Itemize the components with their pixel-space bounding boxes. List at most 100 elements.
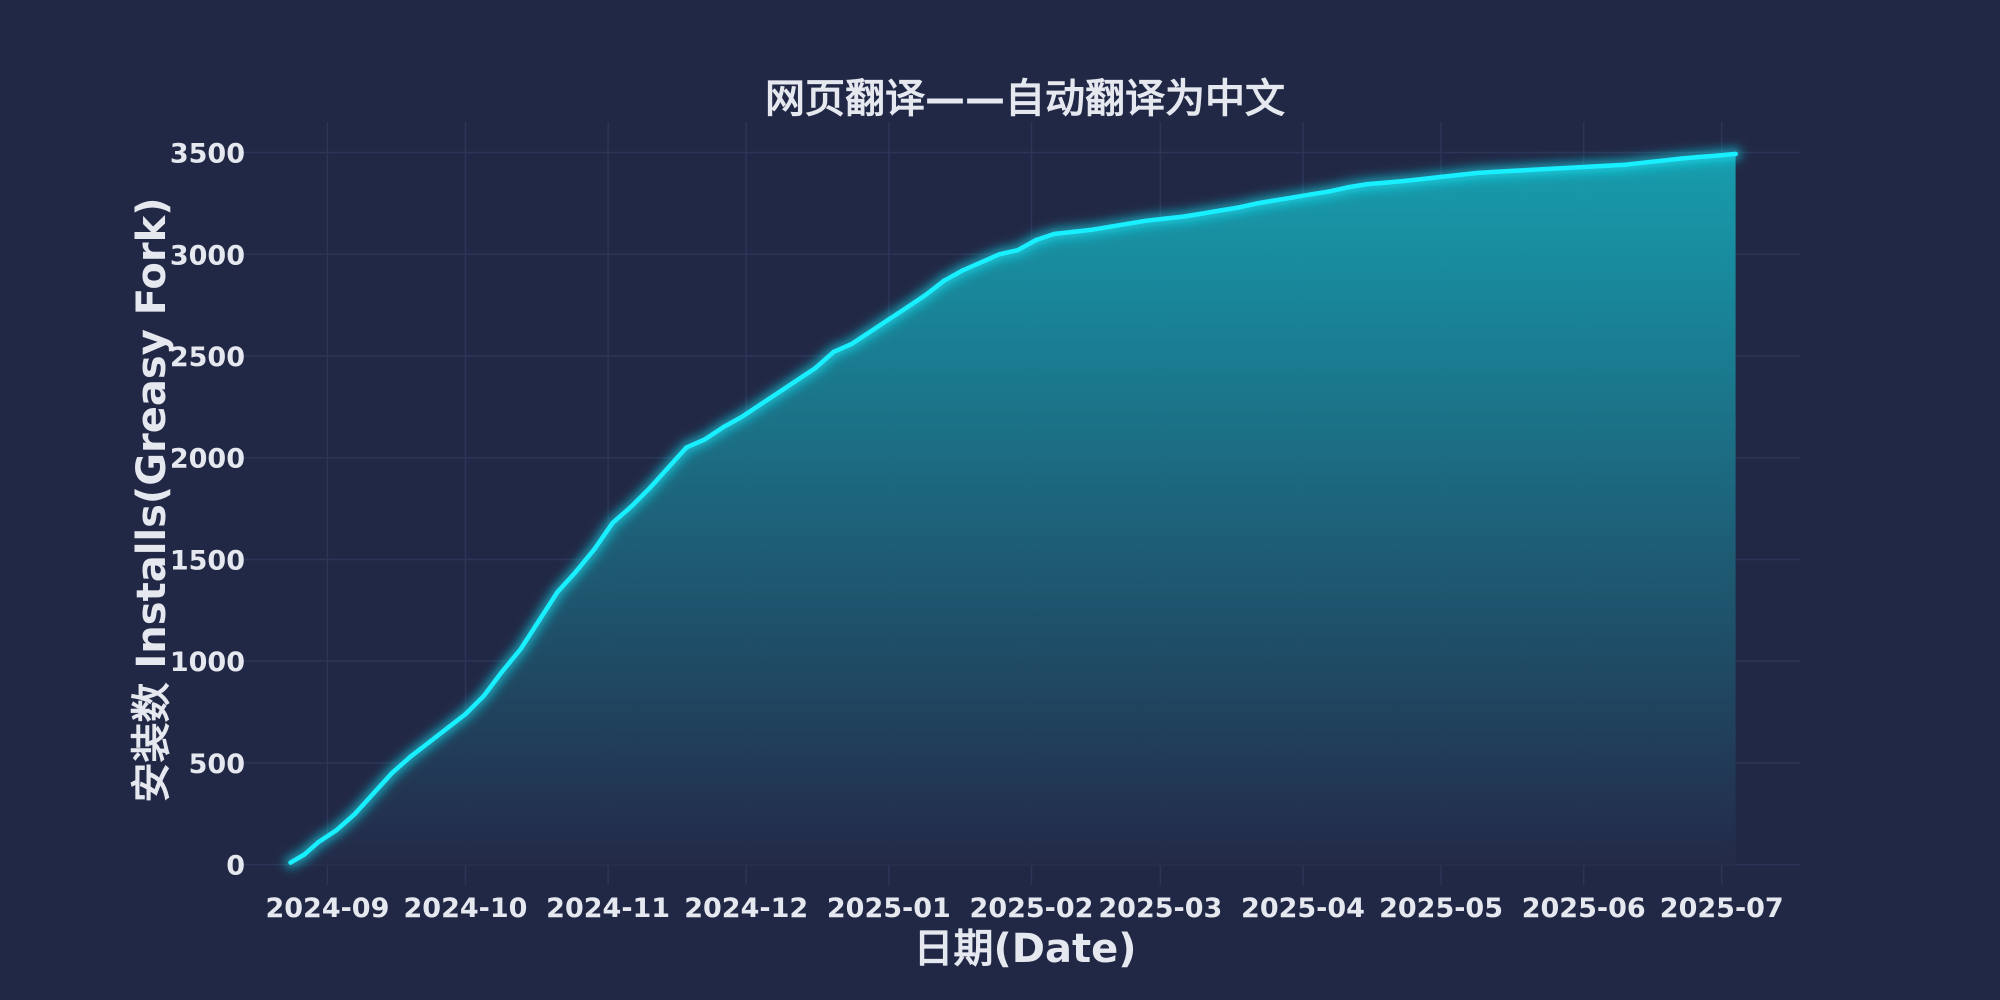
- x-tick-label: 2024-09: [265, 893, 389, 924]
- data-point: [1199, 211, 1205, 216]
- x-tick-label: 2025-01: [827, 893, 951, 924]
- data-point: [1420, 176, 1425, 182]
- data-point: [1549, 166, 1554, 171]
- data-point: [1383, 180, 1389, 185]
- data-point: [316, 840, 321, 845]
- data-point: [610, 520, 615, 525]
- y-tick-label: 3000: [170, 240, 245, 271]
- x-tick-label: 2024-11: [546, 893, 670, 924]
- data-point: [302, 852, 307, 857]
- data-point: [757, 402, 763, 407]
- data-point: [536, 618, 542, 623]
- data-point: [1402, 178, 1407, 184]
- y-tick-label: 1500: [170, 545, 245, 576]
- data-point: [647, 486, 652, 491]
- data-point: [408, 754, 413, 759]
- data-point: [1346, 184, 1352, 190]
- data-point: [1733, 151, 1738, 157]
- x-axis: 2024-09 2024-10 2024-11 2024-12 2025-01 2025-…: [265, 893, 1783, 924]
- x-tick-label: 2025-02: [970, 893, 1094, 924]
- data-point: [1622, 162, 1628, 167]
- data-point: [1512, 168, 1517, 173]
- data-point: [997, 252, 1002, 257]
- x-tick-label: 2025-05: [1379, 893, 1503, 924]
- data-point: [1715, 153, 1720, 158]
- data-point: [1457, 172, 1462, 178]
- data-point: [1438, 174, 1444, 180]
- data-point: [334, 827, 339, 833]
- data-point: [1144, 218, 1149, 223]
- data-point: [518, 646, 523, 652]
- data-point: [684, 445, 689, 450]
- data-point: [960, 268, 965, 273]
- data-point: [776, 390, 781, 395]
- data-point: [1586, 164, 1591, 169]
- data-point: [1696, 154, 1702, 160]
- data-point: [1604, 163, 1609, 168]
- x-tick-label: 2025-07: [1660, 893, 1784, 924]
- series-line: [288, 151, 1738, 865]
- data-point: [886, 317, 891, 322]
- y-tick-label: 3500: [170, 139, 245, 170]
- data-point: [905, 305, 910, 310]
- data-point: [1678, 156, 1683, 161]
- data-point: [1494, 169, 1499, 174]
- data-point: [1236, 205, 1241, 210]
- data-point: [702, 437, 707, 442]
- data-point: [1218, 208, 1223, 213]
- data-point: [721, 425, 726, 430]
- data-point: [592, 547, 597, 552]
- data-point: [352, 811, 358, 816]
- data-point: [1273, 198, 1278, 203]
- data-point: [1475, 170, 1481, 176]
- data-point: [500, 669, 505, 674]
- data-point: [481, 693, 487, 698]
- data-point: [941, 278, 947, 283]
- data-point: [739, 414, 744, 420]
- y-axis-title: 安装数 Installs(Greasy Fork): [129, 198, 175, 803]
- data-point: [813, 366, 818, 371]
- data-point: [1641, 160, 1646, 165]
- data-point: [1089, 227, 1094, 232]
- data-point: [444, 726, 450, 731]
- data-point: [463, 711, 468, 717]
- data-point: [1052, 231, 1057, 237]
- data-point: [1328, 189, 1333, 194]
- y-tick-label: 2000: [170, 444, 245, 475]
- chart-title: 网页翻译——自动翻译为中文: [765, 76, 1285, 122]
- x-tick-label: 2024-10: [404, 893, 528, 924]
- y-tick-label: 500: [189, 749, 245, 780]
- plot-area: [284, 147, 1742, 869]
- data-point: [1162, 216, 1168, 221]
- y-axis: 0 500 1000 1500 2000 2500 3000 3500: [170, 139, 245, 882]
- data-point: [555, 589, 560, 595]
- data-point: [1310, 192, 1315, 197]
- data-point: [794, 378, 799, 383]
- data-point: [978, 260, 984, 265]
- data-point: [573, 569, 579, 574]
- data-point: [288, 860, 293, 865]
- data-point: [1530, 167, 1536, 172]
- series-area-fill: [290, 153, 1736, 865]
- data-point: [426, 740, 431, 745]
- data-point: [1291, 195, 1297, 200]
- data-point: [1567, 165, 1573, 170]
- data-point: [923, 292, 928, 298]
- data-point: [849, 341, 855, 346]
- data-point: [389, 770, 395, 776]
- x-tick-label: 2025-06: [1522, 893, 1646, 924]
- data-point: [1125, 221, 1131, 226]
- data-point: [831, 349, 836, 355]
- data-point: [1254, 201, 1260, 206]
- data-point: [1107, 224, 1112, 229]
- y-tick-label: 0: [226, 851, 245, 882]
- data-point: [665, 465, 671, 471]
- data-point: [1365, 181, 1370, 187]
- y-tick-label: 2500: [170, 342, 245, 373]
- data-point: [371, 791, 376, 796]
- x-tick-label: 2024-12: [684, 893, 808, 924]
- y-tick-label: 1000: [170, 647, 245, 678]
- data-point: [1659, 158, 1665, 163]
